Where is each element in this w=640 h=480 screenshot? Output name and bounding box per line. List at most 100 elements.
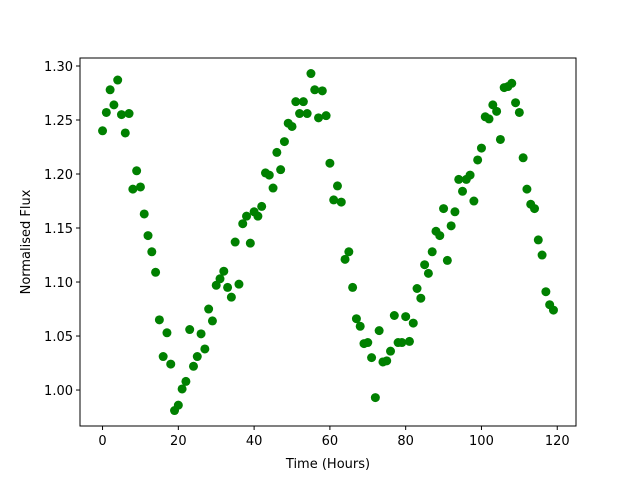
x-tick-label: 40 <box>246 434 263 449</box>
point <box>98 126 108 136</box>
point <box>329 195 339 205</box>
point <box>234 279 244 289</box>
point <box>507 78 517 88</box>
point <box>268 183 278 193</box>
point <box>514 107 524 117</box>
point <box>245 238 255 248</box>
point <box>530 204 540 214</box>
y-tick-label: 1.15 <box>44 222 73 237</box>
point <box>344 247 354 257</box>
y-tick-label: 1.10 <box>44 276 73 291</box>
point <box>321 111 331 121</box>
point <box>454 174 464 184</box>
point <box>408 318 418 328</box>
point <box>367 353 377 363</box>
point <box>476 143 486 153</box>
point <box>154 315 164 325</box>
point <box>215 274 225 284</box>
point <box>439 204 449 214</box>
point <box>242 211 252 221</box>
point <box>310 85 320 95</box>
point <box>162 328 172 338</box>
point <box>124 109 134 119</box>
x-tick-label: 80 <box>397 434 414 449</box>
point <box>264 170 274 180</box>
point <box>533 235 543 245</box>
point <box>223 282 233 292</box>
x-tick-label: 100 <box>469 434 494 449</box>
point <box>404 336 414 346</box>
point <box>230 237 240 247</box>
point <box>522 184 532 194</box>
point <box>132 166 142 176</box>
point <box>317 86 327 96</box>
point <box>211 280 221 290</box>
point <box>139 209 149 219</box>
point <box>420 260 430 270</box>
y-axis-label: Normalised Flux <box>19 189 34 294</box>
point <box>177 384 187 394</box>
point <box>185 325 195 335</box>
point <box>173 400 183 410</box>
point <box>325 158 335 168</box>
point <box>541 287 551 297</box>
point <box>143 231 153 241</box>
point <box>219 266 229 276</box>
point <box>458 186 468 196</box>
point <box>427 247 437 257</box>
point <box>484 114 494 124</box>
point <box>279 137 289 147</box>
axes-frame <box>79 57 577 427</box>
point <box>291 97 301 107</box>
point <box>442 255 452 265</box>
point <box>389 311 399 321</box>
x-tick-label: 20 <box>170 434 187 449</box>
point <box>135 182 145 192</box>
y-tick-label: 1.30 <box>44 60 73 75</box>
point <box>548 305 558 315</box>
point <box>295 109 305 119</box>
point <box>473 155 483 165</box>
point <box>397 338 407 348</box>
point <box>181 376 191 386</box>
point <box>116 110 126 120</box>
point <box>238 219 248 229</box>
point <box>492 106 502 116</box>
point <box>200 344 210 354</box>
x-tick-label: 60 <box>322 434 339 449</box>
point <box>495 134 505 144</box>
point <box>192 352 202 362</box>
point <box>340 254 350 264</box>
point <box>158 352 168 362</box>
point <box>151 267 161 277</box>
point <box>363 338 373 348</box>
x-axis-label: Time (Hours) <box>285 457 370 472</box>
point <box>336 197 346 207</box>
point <box>401 312 411 322</box>
point <box>537 250 547 260</box>
point <box>257 201 267 211</box>
point <box>128 184 138 194</box>
y-tick-label: 1.00 <box>44 384 73 399</box>
point <box>147 247 157 257</box>
point <box>450 207 460 217</box>
point <box>253 211 263 221</box>
y-tick-label: 1.25 <box>44 114 73 129</box>
point <box>188 361 198 371</box>
x-tick-label: 0 <box>98 434 106 449</box>
point <box>302 109 312 119</box>
point <box>511 98 521 108</box>
point <box>101 107 111 117</box>
x-tick-label: 120 <box>545 434 570 449</box>
point <box>518 153 528 163</box>
point <box>113 75 123 85</box>
point <box>351 314 361 324</box>
point <box>332 181 342 191</box>
point <box>287 121 297 131</box>
point <box>446 221 456 231</box>
point <box>109 100 119 110</box>
point <box>374 326 384 336</box>
point <box>207 316 217 326</box>
point <box>370 393 380 403</box>
